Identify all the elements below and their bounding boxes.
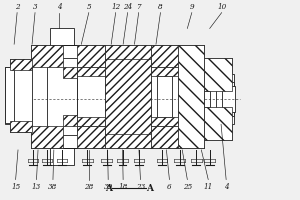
Bar <box>10 59 32 132</box>
Bar <box>116 59 123 134</box>
Bar <box>105 134 152 148</box>
Bar <box>63 67 77 126</box>
Bar <box>204 107 232 140</box>
Text: 11: 11 <box>204 183 213 191</box>
Bar <box>210 74 234 124</box>
Bar <box>158 76 172 117</box>
Bar <box>63 115 77 126</box>
Text: 5: 5 <box>86 3 91 11</box>
Text: 4: 4 <box>57 3 61 11</box>
Bar <box>105 45 152 148</box>
Bar <box>204 91 232 107</box>
Text: 39: 39 <box>103 183 113 191</box>
Text: 15: 15 <box>11 183 20 191</box>
Bar <box>50 28 74 45</box>
Bar <box>204 58 232 140</box>
Bar <box>106 59 114 134</box>
Bar <box>77 126 105 148</box>
Bar <box>222 86 235 112</box>
Bar <box>77 45 105 67</box>
Bar <box>10 59 32 132</box>
Text: 10: 10 <box>217 3 226 11</box>
Bar <box>47 58 77 135</box>
Text: A: A <box>105 184 112 193</box>
Bar <box>105 59 152 134</box>
Bar <box>50 148 74 165</box>
Text: 2: 2 <box>15 3 20 11</box>
Bar <box>31 45 204 148</box>
Bar <box>152 45 178 67</box>
Bar <box>10 121 32 132</box>
Bar <box>77 67 105 76</box>
Text: 38: 38 <box>48 183 58 191</box>
Bar <box>204 58 232 91</box>
Bar <box>216 82 234 116</box>
Text: 12: 12 <box>111 3 120 11</box>
Bar <box>77 117 105 126</box>
Bar <box>184 58 198 135</box>
Bar <box>152 67 178 76</box>
Bar <box>152 126 178 148</box>
Bar <box>105 45 152 59</box>
Text: 6: 6 <box>167 183 172 191</box>
Text: 28: 28 <box>84 183 93 191</box>
Bar <box>10 67 23 124</box>
Text: A: A <box>146 184 154 193</box>
Bar <box>152 117 178 126</box>
Bar <box>5 67 13 124</box>
Text: 13: 13 <box>32 183 41 191</box>
Text: 18: 18 <box>118 183 128 191</box>
Bar <box>5 67 14 123</box>
Text: 25: 25 <box>183 183 192 191</box>
Bar <box>10 59 32 70</box>
Text: 4: 4 <box>224 183 229 191</box>
Bar <box>31 126 63 148</box>
Bar <box>63 67 77 78</box>
Bar <box>31 45 63 67</box>
Text: 9: 9 <box>190 3 194 11</box>
Text: 23: 23 <box>136 183 145 191</box>
Bar <box>31 45 204 148</box>
Bar <box>126 59 133 134</box>
Text: 3: 3 <box>33 3 37 11</box>
Text: 24: 24 <box>123 3 132 11</box>
Bar <box>178 45 204 148</box>
Bar <box>152 67 178 126</box>
Text: 7: 7 <box>136 3 141 11</box>
Text: 8: 8 <box>158 3 163 11</box>
Bar <box>77 67 105 126</box>
